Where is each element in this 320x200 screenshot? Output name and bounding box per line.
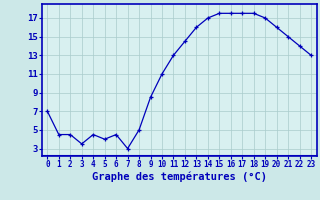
X-axis label: Graphe des températures (°C): Graphe des températures (°C) bbox=[92, 172, 267, 182]
